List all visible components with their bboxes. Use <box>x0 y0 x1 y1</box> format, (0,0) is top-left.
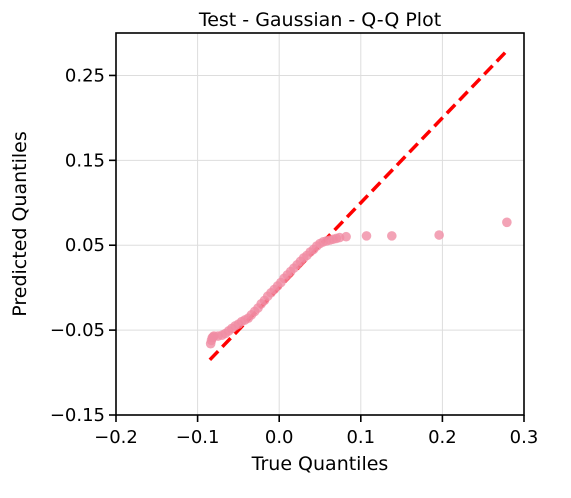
y-tick-label: −0.15 <box>50 405 105 426</box>
data-point <box>387 231 397 241</box>
x-tick-label: 0.1 <box>346 427 375 448</box>
y-tick-label: 0.25 <box>65 65 105 86</box>
y-tick-label: 0.15 <box>65 150 105 171</box>
x-axis-ticks: −0.2 −0.1 0.0 0.1 0.2 0.3 <box>94 415 538 448</box>
data-point <box>502 217 512 228</box>
x-tick-label: −0.2 <box>94 427 138 448</box>
chart-title: Test - Gaussian - Q-Q Plot <box>198 9 441 31</box>
data-point <box>361 231 372 241</box>
x-tick-label: 0.3 <box>510 427 539 448</box>
data-points <box>205 217 512 349</box>
x-tick-label: 0.2 <box>428 427 457 448</box>
data-point <box>341 231 351 242</box>
y-axis-ticks: −0.15 −0.05 0.05 0.15 0.25 <box>50 65 116 426</box>
x-axis-label: True Quantiles <box>251 453 389 475</box>
x-tick-label: 0.0 <box>265 427 294 448</box>
y-tick-label: −0.05 <box>50 320 105 341</box>
x-tick-label: −0.1 <box>176 427 220 448</box>
y-axis-label: Predicted Quantiles <box>9 131 31 317</box>
data-point <box>434 230 444 240</box>
y-tick-label: 0.05 <box>65 235 105 256</box>
plot-frame <box>115 32 525 416</box>
grid <box>115 33 525 416</box>
